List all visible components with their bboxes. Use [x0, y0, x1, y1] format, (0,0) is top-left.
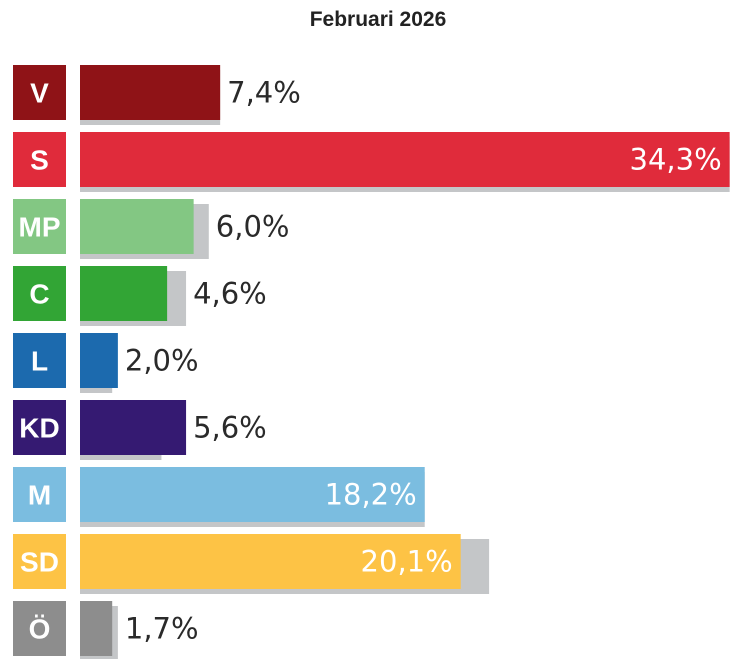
chart-title: Februari 2026	[309, 8, 447, 31]
bar-mp	[80, 199, 194, 254]
party-box-v	[13, 65, 66, 120]
bar-v	[80, 65, 221, 120]
bar-ö	[80, 601, 113, 656]
party-box-sd	[13, 534, 66, 589]
party-label-m: M	[28, 480, 51, 511]
party-label-v: V	[30, 78, 49, 109]
party-box-m	[13, 467, 66, 522]
party-label-l: L	[31, 346, 48, 377]
value-label-s: 34,3%	[630, 143, 722, 177]
value-label-l: 2,0%	[125, 344, 199, 378]
party-box-kd	[13, 400, 66, 455]
value-label-c: 4,6%	[193, 277, 267, 311]
value-label-v: 7,4%	[227, 76, 301, 110]
party-box-mp	[13, 199, 66, 254]
party-label-mp: MP	[19, 212, 61, 243]
value-label-sd: 20,1%	[361, 545, 453, 579]
value-label-m: 18,2%	[325, 478, 417, 512]
bar-s	[80, 132, 730, 187]
bar-m	[80, 467, 425, 522]
value-label-mp: 6,0%	[216, 210, 290, 244]
party-box-l	[13, 333, 66, 388]
party-box-ö	[13, 601, 66, 656]
party-label-kd: KD	[19, 413, 59, 444]
value-label-ö: 1,7%	[125, 612, 199, 646]
party-label-ö: Ö	[29, 614, 51, 645]
party-label-c: C	[29, 279, 49, 310]
party-label-sd: SD	[20, 547, 59, 578]
party-label-s: S	[30, 145, 49, 176]
bar-kd	[80, 400, 187, 455]
value-label-kd: 5,6%	[193, 411, 267, 445]
party-box-c	[13, 266, 66, 321]
bar-l	[80, 333, 118, 388]
bar-sd	[80, 534, 461, 589]
bar-c	[80, 266, 168, 321]
party-box-s	[13, 132, 66, 187]
